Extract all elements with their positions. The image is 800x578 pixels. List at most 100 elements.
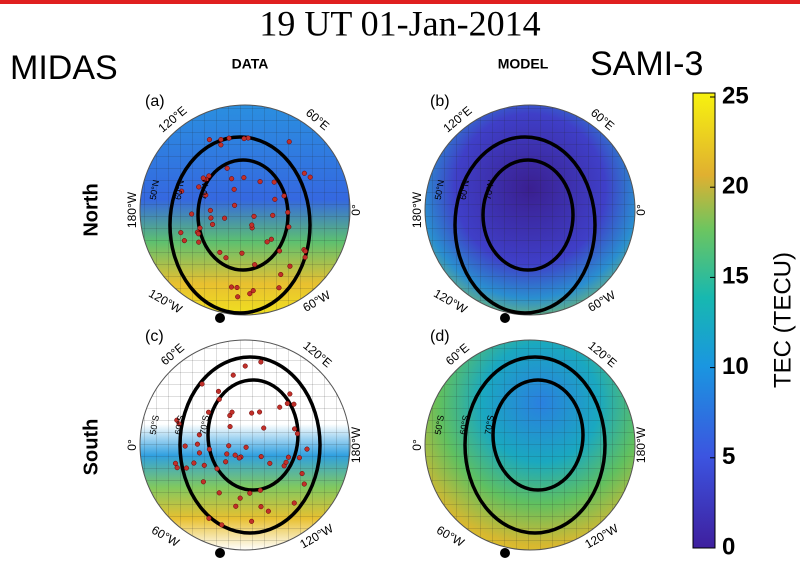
data-site — [232, 203, 237, 208]
data-site — [209, 216, 214, 221]
data-site — [233, 453, 238, 458]
data-site — [302, 482, 307, 487]
data-site — [282, 194, 287, 199]
polar-map: (a)120°E60°E180°W0°120°W60°W50°N60°N70°N — [125, 93, 363, 323]
data-site — [184, 466, 189, 471]
data-site — [235, 295, 240, 300]
data-site — [219, 523, 224, 528]
data-site — [207, 516, 212, 521]
sun-marker — [500, 313, 510, 323]
data-site — [284, 460, 289, 465]
data-site — [219, 143, 224, 148]
data-site — [302, 171, 307, 176]
polar-map: (d)60°E120°E0°180°W60°W120°W50°S60°S70°S — [410, 328, 648, 558]
data-site — [244, 445, 249, 450]
data-site — [300, 471, 305, 476]
data-site — [257, 410, 262, 415]
data-site — [222, 216, 227, 221]
longitude-label: 60°W — [434, 523, 467, 550]
panel-label: (c) — [145, 328, 164, 345]
data-site — [285, 401, 290, 406]
data-site — [206, 410, 211, 415]
data-site — [210, 222, 215, 227]
data-site — [249, 519, 254, 524]
sun-marker — [500, 548, 510, 558]
longitude-label: 180°W — [634, 426, 648, 463]
colorbar-tick-label: 5 — [722, 443, 735, 470]
data-site — [224, 452, 229, 457]
data-site — [305, 447, 310, 452]
column-label: MODEL — [498, 56, 549, 72]
data-site — [242, 175, 247, 180]
longitude-label: 0° — [349, 204, 363, 216]
data-site — [216, 389, 221, 394]
data-site — [259, 504, 264, 509]
data-site — [215, 466, 220, 471]
data-site — [218, 250, 223, 255]
colorbar-scale — [693, 93, 715, 548]
data-site — [278, 272, 283, 277]
data-site — [277, 249, 282, 254]
data-site — [243, 364, 248, 369]
data-site — [200, 382, 205, 387]
data-site — [297, 455, 302, 460]
longitude-label: 180°W — [410, 191, 424, 228]
polar-map: (c)60°E120°E0°180°W60°W120°W50°S60°S70°S — [125, 328, 363, 558]
data-site — [287, 225, 292, 230]
data-site — [183, 444, 188, 449]
longitude-label: 180°W — [125, 191, 139, 228]
data-site — [233, 504, 238, 509]
data-site — [287, 139, 292, 144]
data-site — [295, 431, 300, 436]
data-site — [232, 187, 237, 192]
longitude-label: 60°W — [149, 523, 182, 550]
data-site — [251, 288, 256, 293]
data-site — [238, 496, 243, 501]
colorbar-tick-label: 0 — [722, 533, 735, 560]
data-site — [252, 214, 257, 219]
longitude-label: 0° — [634, 204, 648, 216]
data-site — [288, 392, 293, 397]
data-site — [246, 136, 251, 141]
data-site — [226, 443, 231, 448]
data-site — [270, 213, 275, 218]
colorbar-tick-label: 15 — [722, 263, 749, 290]
data-site — [249, 223, 254, 228]
data-site — [272, 180, 277, 185]
right-label: SAMI-3 — [590, 45, 703, 83]
data-site — [303, 255, 308, 260]
data-site — [277, 405, 282, 410]
data-site — [288, 264, 293, 269]
data-site — [182, 238, 187, 243]
data-site — [230, 410, 235, 415]
data-site — [219, 137, 224, 142]
data-site — [225, 166, 230, 171]
data-site — [223, 460, 228, 465]
longitude-label: 0° — [125, 439, 139, 451]
colorbar-tick-label: 25 — [722, 82, 749, 109]
data-site — [265, 240, 270, 245]
data-site — [259, 360, 264, 365]
data-site — [208, 208, 213, 213]
data-site — [175, 465, 180, 470]
data-site — [224, 255, 229, 260]
colorbar-label: TEC (TECU) — [769, 252, 796, 388]
data-site — [201, 480, 206, 485]
data-site — [198, 226, 203, 231]
data-site — [196, 231, 201, 236]
row-label: South — [80, 419, 102, 476]
column-label: DATA — [232, 56, 269, 72]
data-site — [266, 509, 271, 514]
data-site — [247, 491, 252, 496]
data-site — [261, 426, 266, 431]
data-site — [308, 175, 313, 180]
data-site — [258, 488, 263, 493]
data-site — [196, 240, 201, 245]
data-site — [179, 230, 184, 235]
panel-label: (d) — [430, 328, 450, 345]
data-site — [240, 251, 245, 256]
data-site — [252, 262, 257, 267]
panels: (a)120°E60°E180°W0°120°W60°W50°N60°N70°N… — [125, 93, 648, 558]
data-site — [258, 179, 263, 184]
